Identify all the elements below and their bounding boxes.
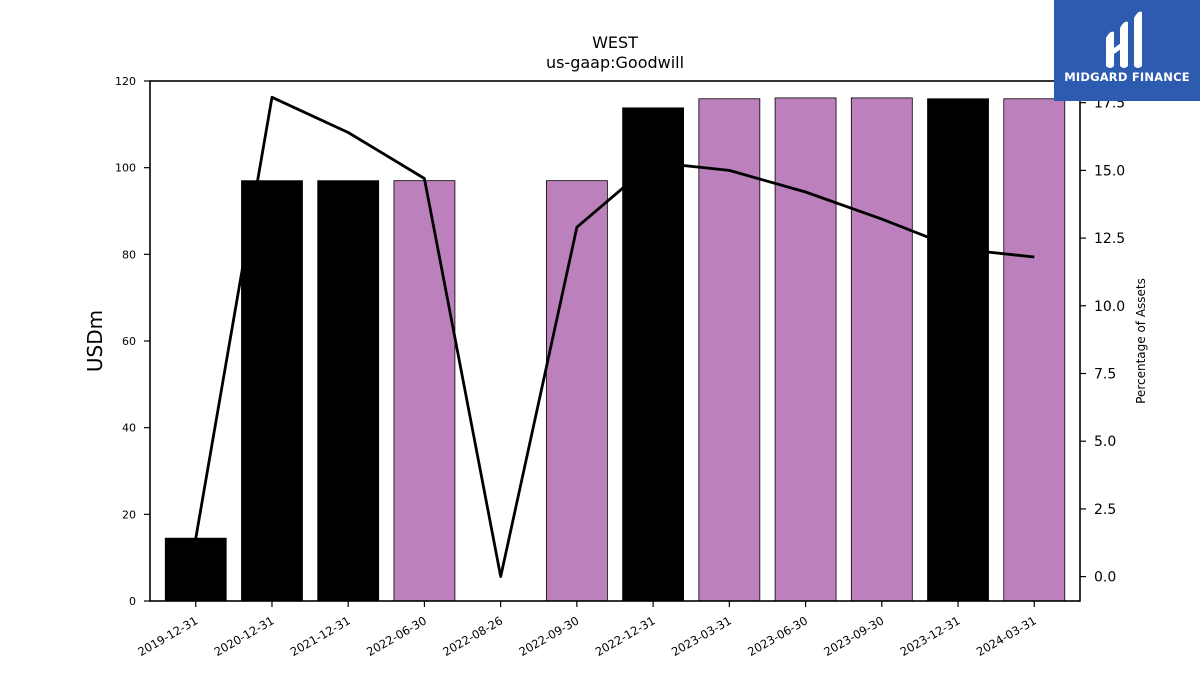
bar-2022-12-31 [622,107,685,602]
y2-tick-label: 10.0 [1094,299,1125,315]
x-tick-label: 2023-06-30 [745,613,810,659]
x-tick-label: 2023-03-31 [669,613,734,659]
x-tick-label: 2019-12-31 [135,613,200,659]
x-tick-label: 2022-12-31 [593,613,658,659]
bar-group [164,97,1066,602]
y-axis-label: USDm [83,310,107,372]
y-tick-label: 100 [115,162,136,175]
x-tick-label: 2023-09-30 [821,613,886,659]
x-tick-label: 2022-06-30 [364,613,429,659]
bar-2019-12-31 [164,537,227,602]
x-tick-label: 2021-12-31 [288,613,353,659]
y2-tick-label: 0.0 [1094,570,1116,586]
chart-subtitle: us-gaap:Goodwill [546,53,684,72]
y-tick-label: 20 [122,508,136,521]
x-tick-label: 2020-12-31 [212,613,277,659]
bar-2023-03-31 [698,98,761,602]
y-tick-label: 80 [122,248,136,261]
bar-2024-03-31 [1003,98,1066,602]
line-group [194,95,1035,578]
bar-2020-12-31 [241,180,303,602]
bar-2022-06-30 [393,180,456,602]
logo-text: MIDGARD FINANCE [1064,70,1190,84]
y-tick-label: 40 [122,422,136,435]
logo-mark-icon [1106,11,1142,69]
y-tick-label: 60 [122,335,136,348]
bar-2023-12-31 [927,98,989,602]
x-tick-label: 2024-03-31 [974,613,1039,659]
y2-tick-label: 7.5 [1094,367,1116,383]
bar-2021-12-31 [317,180,380,602]
y-tick-label: 120 [115,75,136,88]
bar-2023-06-30 [774,97,837,602]
y2-tick-label: 12.5 [1094,231,1125,247]
y-tick-label: 0 [129,595,136,608]
percentage-line [194,95,1035,578]
x-tick-label: 2022-09-30 [516,613,581,659]
x-tick-label: 2023-12-31 [898,613,963,659]
chart-title: WEST [592,33,638,52]
y2-tick-label: 2.5 [1094,502,1116,518]
bar-2023-09-30 [850,97,913,602]
x-tick-label: 2022-08-26 [440,613,505,659]
y2-tick-label: 5.0 [1094,434,1116,450]
y2-axis-label: Percentage of Assets [1134,278,1148,404]
brand-logo: MIDGARD FINANCE [1054,0,1200,101]
y2-tick-label: 15.0 [1094,163,1125,179]
bar-2022-09-30 [545,180,608,602]
